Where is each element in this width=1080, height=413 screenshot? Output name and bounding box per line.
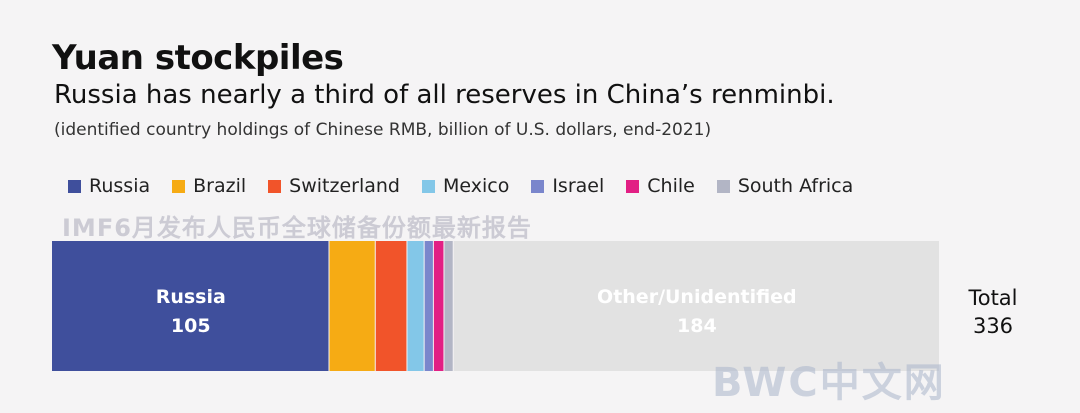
legend-label: Russia (89, 175, 151, 197)
bar-segment-chile (433, 241, 444, 371)
legend-item-mexico: Mexico (421, 175, 510, 197)
segment-name-label: Russia (156, 286, 226, 308)
legend-swatch (268, 179, 282, 193)
legend-label: Mexico (442, 175, 510, 197)
legend-label: Brazil (193, 175, 247, 197)
bar-segment-brazil (329, 241, 375, 371)
legend-label: Switzerland (289, 175, 400, 197)
legend-label: Chile (647, 175, 695, 197)
bar-segment-israel (424, 241, 433, 371)
legend-swatch (531, 179, 545, 193)
legend-item-chile: Chile (626, 175, 695, 197)
bar-segment-russia (52, 241, 329, 371)
legend-swatch (172, 179, 186, 193)
legend-item-israel: Israel (531, 175, 604, 197)
legend-item-south-africa: South Africa (716, 175, 854, 197)
watermark-top: IMF6月发布人民币全球储备份额最新报告 (62, 214, 532, 242)
legend-item-russia: Russia (68, 175, 150, 197)
legend-label: Israel (552, 175, 605, 197)
total-label: Total 336 (948, 284, 1038, 340)
chart-note: (identified country holdings of Chinese … (54, 120, 712, 140)
legend-item-switzerland: Switzerland (268, 175, 400, 197)
legend-swatch (626, 179, 640, 193)
segment-name-label: Other/Unidentified (597, 286, 797, 308)
legend-swatch (421, 179, 435, 193)
legend-swatch (68, 179, 81, 193)
bar-segment-south-africa (444, 241, 453, 371)
bar-segment-switzerland (375, 241, 407, 371)
legend-item-brazil: Brazil (172, 175, 246, 197)
segment-value-label: 184 (677, 315, 717, 337)
bar-segment-mexico (407, 241, 424, 371)
total-value: 336 (972, 314, 1014, 338)
legend-label: South Africa (737, 175, 854, 197)
bar-segment-other-unidentified (453, 241, 939, 371)
legend-swatch (716, 179, 730, 193)
total-title: Total (968, 286, 1018, 310)
chart-subtitle: Russia has nearly a third of all reserve… (54, 80, 835, 110)
segment-value-label: 105 (171, 315, 211, 337)
chart-legend: Russia Brazil Switzerland Mexico Israel Chile… (68, 175, 853, 197)
watermark-bottom: BWC中文网 (712, 360, 946, 406)
chart-title: Yuan stockpiles (52, 38, 344, 78)
